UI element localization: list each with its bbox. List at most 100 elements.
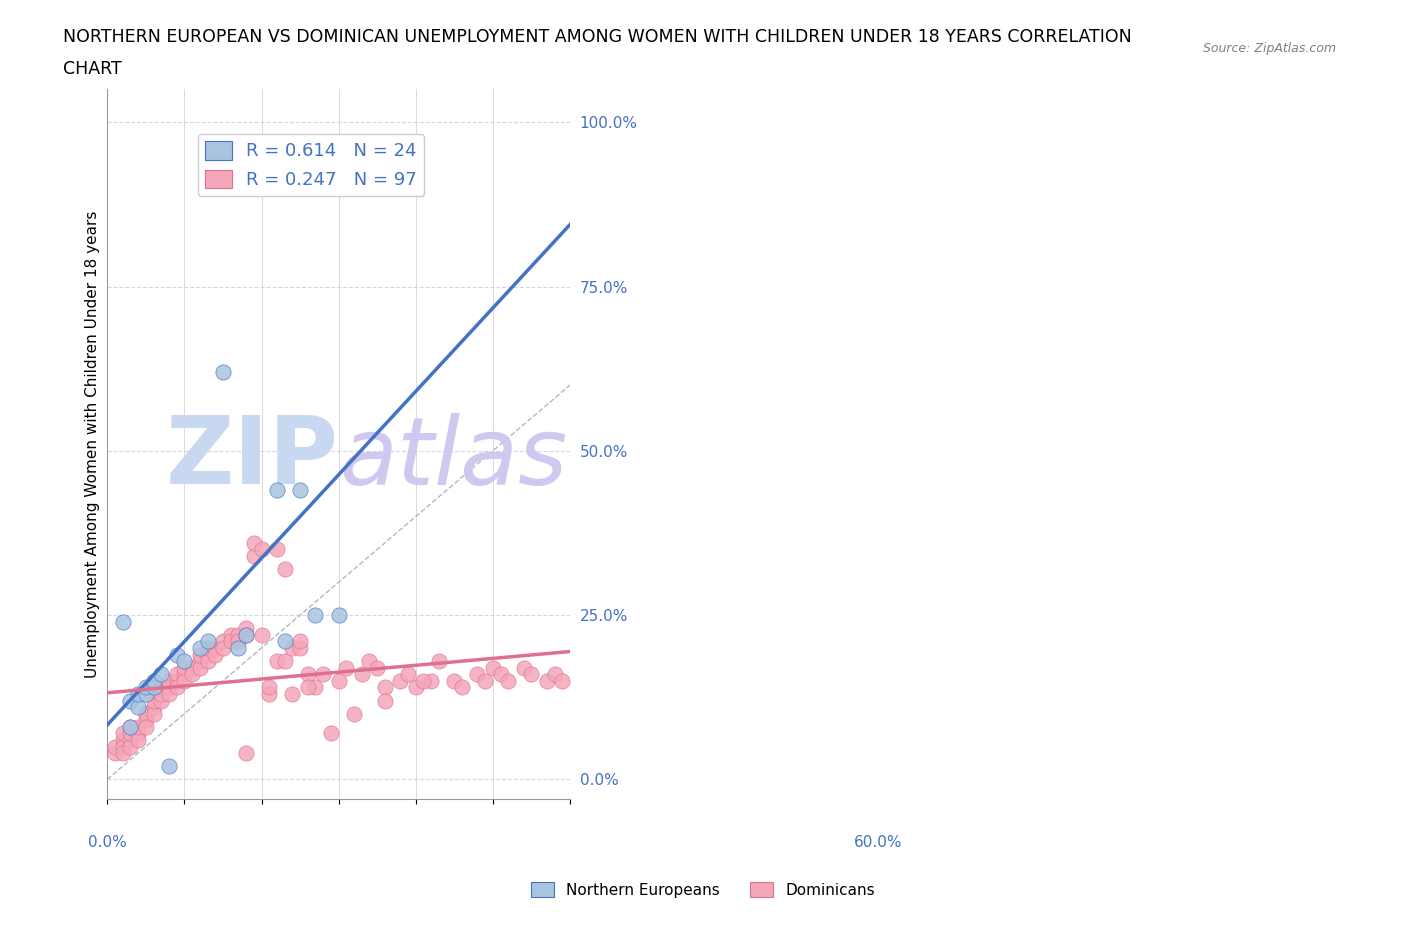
Point [304,680,326,695]
Point [243,549,266,564]
Point [142,699,165,714]
Point [273,654,295,669]
Point [120,720,142,735]
Text: NORTHERN EUROPEAN VS DOMINICAN UNEMPLOYMENT AMONG WOMEN WITH CHILDREN UNDER 18 Y: NORTHERN EUROPEAN VS DOMINICAN UNEMPLOYM… [63,28,1132,46]
Point [451,680,474,695]
Point [150,686,173,701]
Point [166,673,188,688]
Point [173,660,195,675]
Point [281,154,304,169]
Point [166,647,188,662]
Point [374,693,396,708]
Point [312,667,335,682]
Point [111,733,134,748]
Point [212,365,235,379]
Point [157,680,180,695]
Point [536,673,558,688]
Point [204,647,226,662]
Point [173,673,195,688]
Point [304,607,326,622]
Y-axis label: Unemployment Among Women with Children Under 18 years: Unemployment Among Women with Children U… [86,210,100,678]
Point [197,641,219,656]
Point [142,693,165,708]
Point [135,686,157,701]
Point [212,641,235,656]
Point [197,654,219,669]
Point [474,673,496,688]
Text: Source: ZipAtlas.com: Source: ZipAtlas.com [1202,42,1336,55]
Point [150,693,173,708]
Point [273,634,295,649]
Point [281,641,304,656]
Point [212,634,235,649]
Point [120,726,142,741]
Point [297,680,319,695]
Point [257,686,280,701]
Point [498,673,520,688]
Point [335,660,357,675]
Point [104,739,127,754]
Point [288,634,311,649]
Point [150,667,173,682]
Point [520,667,543,682]
Point [120,739,142,754]
Point [288,641,311,656]
Point [243,536,266,551]
Point [273,562,295,577]
Point [127,699,149,714]
Point [350,667,373,682]
Point [366,660,388,675]
Text: 60.0%: 60.0% [855,834,903,850]
Point [197,634,219,649]
Point [359,654,381,669]
Point [181,660,204,675]
Point [157,673,180,688]
Point [343,706,366,721]
Point [412,673,434,688]
Point [319,726,342,741]
Point [288,483,311,498]
Point [157,686,180,701]
Point [396,667,419,682]
Point [150,686,173,701]
Point [173,654,195,669]
Point [111,746,134,761]
Point [104,746,127,761]
Point [142,706,165,721]
Point [257,680,280,695]
Point [150,680,173,695]
Point [120,720,142,735]
Point [166,667,188,682]
Point [405,680,427,695]
Point [219,634,242,649]
Point [111,739,134,754]
Point [235,621,257,636]
Point [374,680,396,695]
Point [135,712,157,727]
Point [489,667,512,682]
Point [142,673,165,688]
Point [173,667,195,682]
Point [135,720,157,735]
Point [235,628,257,643]
Point [188,647,211,662]
Point [166,680,188,695]
Point [197,647,219,662]
Text: atlas: atlas [339,413,567,504]
Point [389,673,412,688]
Point [188,654,211,669]
Point [266,654,288,669]
Point [467,667,489,682]
Point [135,706,157,721]
Text: CHART: CHART [63,60,122,78]
Point [127,733,149,748]
Point [266,483,288,498]
Point [188,660,211,675]
Point [135,680,157,695]
Point [127,686,149,701]
Point [266,542,288,557]
Point [328,673,350,688]
Point [204,641,226,656]
Point [111,614,134,629]
Point [181,667,204,682]
